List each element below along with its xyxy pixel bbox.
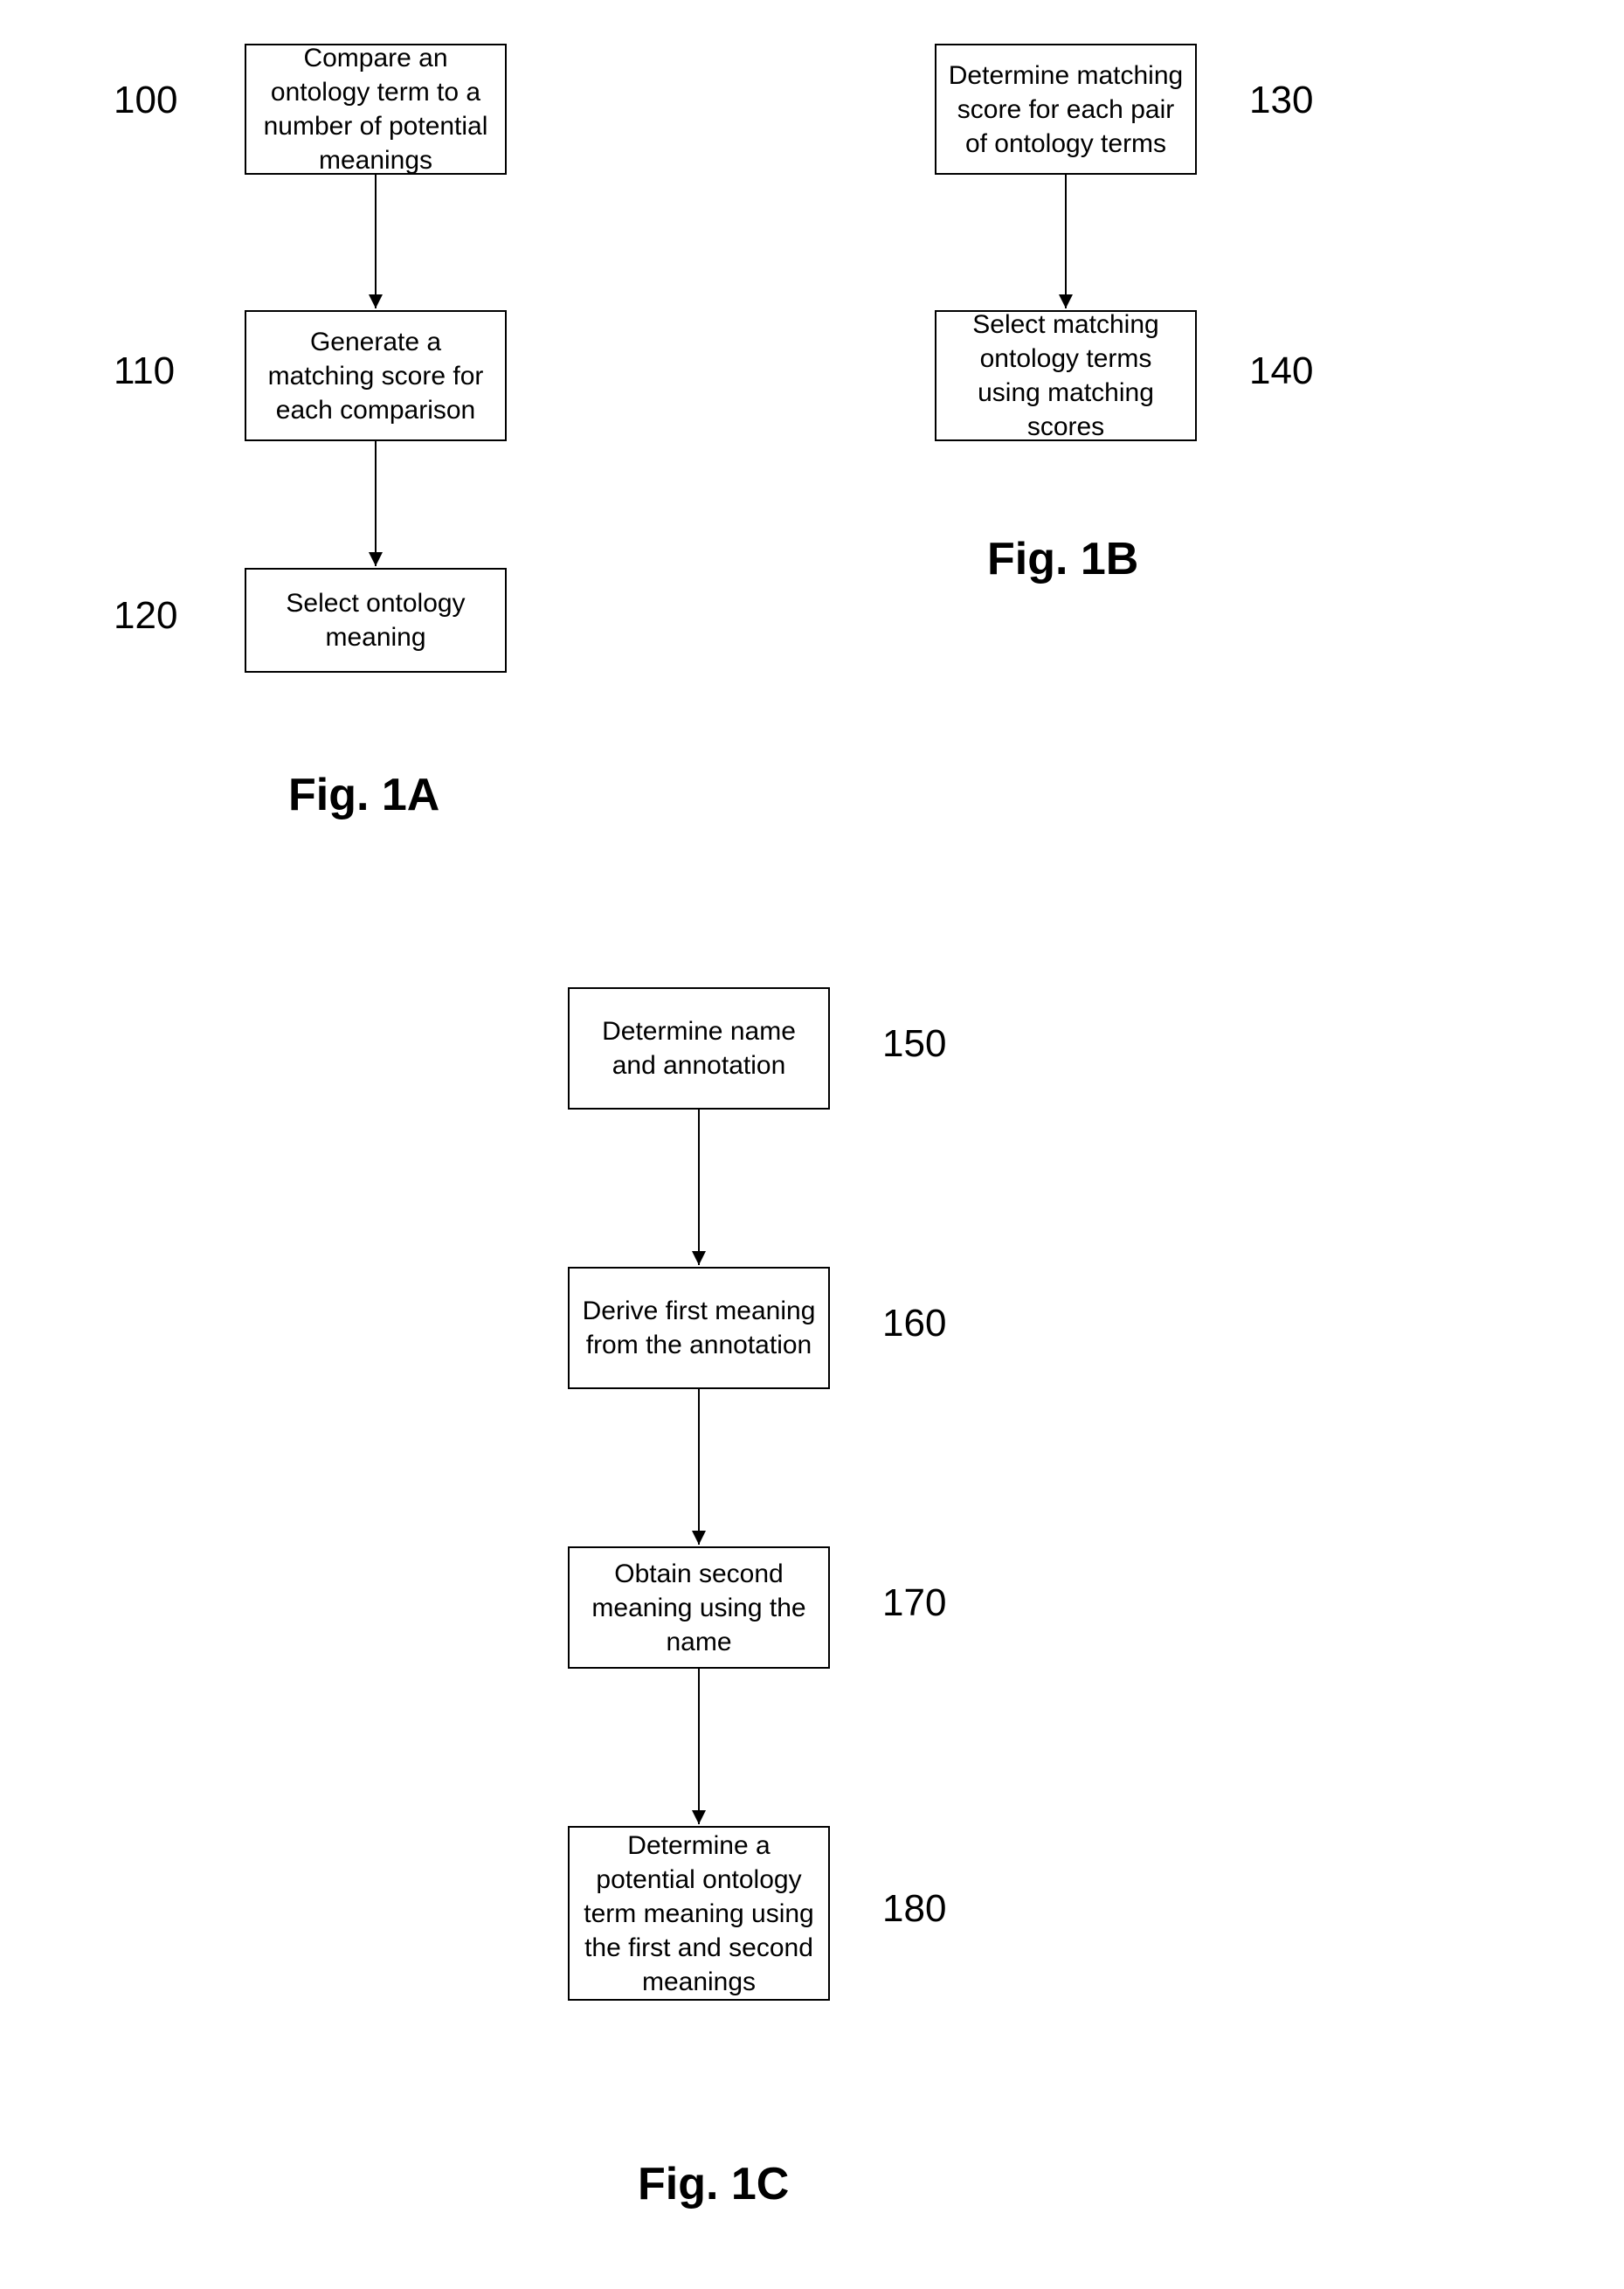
num-180: 180	[882, 1887, 946, 1931]
box-c4-text: Determine a potential ontology term mean…	[578, 1829, 819, 1999]
box-b2-text: Select matching ontology terms using mat…	[945, 308, 1186, 444]
num-110: 110	[114, 349, 175, 393]
num-170: 170	[882, 1581, 946, 1625]
num-150: 150	[882, 1022, 946, 1066]
box-a3-text: Select ontology meaning	[255, 586, 496, 654]
box-b1: Determine matching score for each pair o…	[935, 44, 1197, 175]
num-130: 130	[1249, 79, 1313, 122]
box-c2-text: Derive first meaning from the annotation	[578, 1294, 819, 1362]
box-a3: Select ontology meaning	[245, 568, 507, 673]
page: 100 Compare an ontology term to a number…	[0, 0, 1624, 2289]
box-c2: Derive first meaning from the annotation	[568, 1267, 830, 1389]
num-140: 140	[1249, 349, 1313, 393]
box-c3-text: Obtain second meaning using the name	[578, 1557, 819, 1659]
box-a1-text: Compare an ontology term to a number of …	[255, 41, 496, 177]
box-a2: Generate a matching score for each compa…	[245, 310, 507, 441]
box-b1-text: Determine matching score for each pair o…	[945, 59, 1186, 161]
caption-fig1b: Fig. 1B	[987, 533, 1138, 585]
box-c4: Determine a potential ontology term mean…	[568, 1826, 830, 2001]
box-c1-text: Determine name and annotation	[578, 1014, 819, 1082]
box-c1: Determine name and annotation	[568, 987, 830, 1110]
box-a2-text: Generate a matching score for each compa…	[255, 325, 496, 427]
caption-fig1a: Fig. 1A	[288, 769, 439, 821]
num-120: 120	[114, 594, 177, 638]
box-c3: Obtain second meaning using the name	[568, 1546, 830, 1669]
caption-fig1c: Fig. 1C	[638, 2158, 789, 2210]
box-b2: Select matching ontology terms using mat…	[935, 310, 1197, 441]
num-160: 160	[882, 1302, 946, 1345]
box-a1: Compare an ontology term to a number of …	[245, 44, 507, 175]
num-100: 100	[114, 79, 177, 122]
